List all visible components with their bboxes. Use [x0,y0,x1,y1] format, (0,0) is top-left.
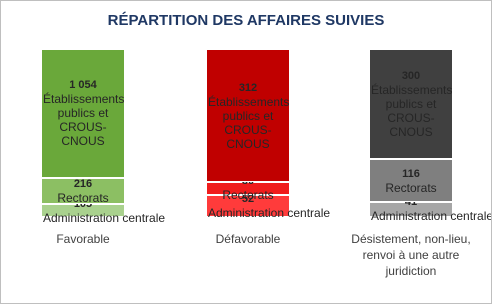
segment-label: 52 Administration centrale [208,192,330,220]
series-name: Administration centrale [43,210,166,225]
bar-segment [205,182,291,195]
value-label: 300 [401,70,421,83]
value-label: 312 [238,81,258,94]
bar-segment [205,49,291,183]
series-name: Établissements publics et CROUS-CNOUS [43,92,125,149]
bar-segment [40,177,126,205]
x-tick-label: Défavorable [215,232,281,246]
segment-label: 300 Établissements publics et CROUS-CNOUS [371,69,453,140]
series-name: Établissements publics et CROUS-CNOUS [371,83,453,140]
bar-segment [40,204,126,217]
segment-label: 1 054 Établissements publics et CROUS-CNO… [43,78,125,149]
series-name: Rectorats [385,180,437,195]
series-name: Rectorats [222,188,274,203]
chart-title: RÉPARTITION DES AFFAIRES SUIVIES [107,12,385,29]
bar-segment [368,49,454,160]
segment-label: 116 Rectorats [371,167,451,195]
bar-segment [205,194,291,217]
segment-label: 312 Établissements publics et CROUS-CNOUS [208,81,290,151]
bar-segment [368,159,454,202]
segment-label: 216 Rectorats [43,177,123,205]
bar-segment [40,49,126,178]
value-label: 1 054 [69,79,97,92]
series-name: Rectorats [57,190,109,205]
value-label: 52 [241,192,255,205]
x-tick-label: Désistement, non-lieu, renvoi à une autr… [351,232,471,278]
bar-segment [368,201,454,217]
value-label: 116 [402,167,420,180]
x-tick-label: Favorable [56,232,110,246]
series-name: Administration centrale [208,205,331,220]
series-name: Établissements publics et CROUS-CNOUS [208,94,290,151]
series-name: Administration centrale [371,209,492,224]
value-label: 216 [73,177,93,190]
